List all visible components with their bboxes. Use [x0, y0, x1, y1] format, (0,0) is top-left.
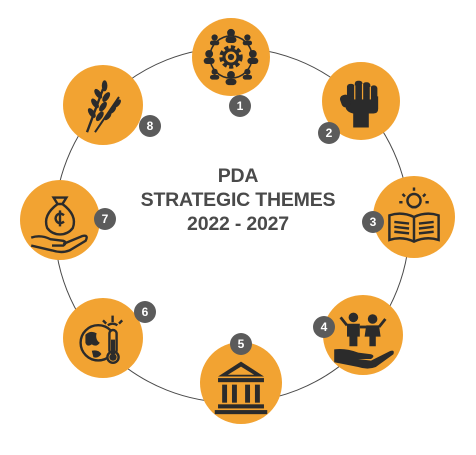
title-line-3: 2022 - 2027	[187, 213, 289, 235]
hand-children-icon	[334, 312, 394, 369]
theme-number-5: 5	[230, 333, 252, 355]
theme-number-3: 3	[362, 211, 384, 233]
globe-thermometer-icon	[79, 315, 124, 364]
theme-number-1: 1	[229, 95, 251, 117]
diagram-title: PDA STRATEGIC THEMES 2022 - 2027	[118, 164, 358, 236]
hand-money-bag-icon	[30, 196, 88, 254]
government-building-icon	[214, 361, 268, 415]
theme-number-8: 8	[139, 115, 161, 137]
theme-number-2: 2	[318, 122, 340, 144]
theme-number-4: 4	[313, 316, 335, 338]
gear-people-icon	[203, 28, 259, 86]
theme-number-7: 7	[94, 208, 116, 230]
theme-circle-8	[63, 65, 143, 145]
theme-circle-7	[20, 180, 100, 260]
theme-number-6: 6	[134, 301, 156, 323]
wheat-icon	[85, 80, 121, 133]
theme-circle-1	[192, 18, 270, 96]
theme-circle-3	[373, 176, 455, 258]
theme-circle-5	[200, 342, 282, 424]
open-book-lightbulb-icon	[388, 187, 440, 243]
title-line-2: STRATEGIC THEMES	[140, 189, 336, 211]
theme-circle-4	[323, 295, 403, 375]
raised-fist-icon	[339, 80, 379, 128]
theme-circle-6	[63, 298, 143, 378]
title-line-1: PDA	[217, 165, 259, 187]
